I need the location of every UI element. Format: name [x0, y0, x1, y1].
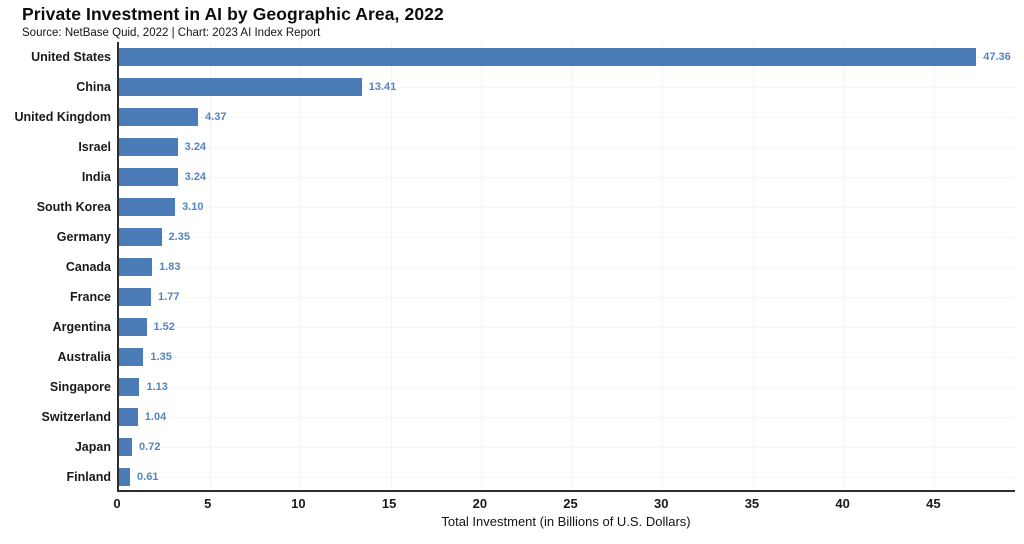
gridline-x-15 [390, 42, 392, 490]
bar-value-label: 0.72 [139, 441, 161, 453]
row-gridline [119, 267, 1015, 268]
plot-area: United States 47.36 China 13.41 United K… [14, 42, 1015, 492]
category-label: Singapore [49, 380, 111, 394]
x-tick-label-0: 0 [113, 496, 121, 511]
category-label: China [76, 80, 111, 94]
category-label: Japan [74, 440, 111, 454]
bar-value-label: 0.61 [137, 471, 159, 483]
chart-title: Private Investment in AI by Geographic A… [22, 4, 444, 24]
bar-value-label: 47.36 [983, 51, 1011, 63]
bar [119, 318, 147, 336]
row-gridline [119, 327, 1015, 328]
bar [119, 78, 362, 96]
gridline-x-45 [933, 42, 935, 490]
category-label: South Korea [36, 200, 111, 214]
bar [119, 288, 152, 306]
row-gridline [119, 477, 1015, 478]
gridline-x-30 [662, 42, 664, 490]
x-tick-label-40: 40 [835, 496, 850, 511]
row-gridline [119, 297, 1015, 298]
bar-row: Switzerland 1.04 [42, 402, 1015, 432]
bar-value-label: 1.13 [146, 381, 168, 393]
x-axis-title: Total Investment (in Billions of U.S. Do… [441, 514, 691, 529]
bar-row: Japan 0.72 [75, 432, 1015, 462]
gridline-x-40 [843, 42, 845, 490]
row-gridline [119, 177, 1015, 178]
bar-value-label: 3.24 [184, 141, 207, 153]
category-label: United Kingdom [14, 110, 111, 124]
bar-value-label: 1.77 [158, 291, 180, 303]
row-gridline [119, 447, 1015, 448]
row-gridline [119, 237, 1015, 238]
bar-value-label: 1.83 [159, 261, 181, 273]
bar [119, 468, 131, 486]
bar-value-label: 1.35 [150, 351, 172, 363]
category-label: Israel [78, 140, 111, 154]
bar-row: Israel 3.24 [78, 132, 1015, 162]
bar [119, 48, 977, 66]
row-gridline [119, 387, 1015, 388]
bar-row: France 1.77 [70, 282, 1015, 312]
category-label: United States [31, 50, 111, 64]
bar [119, 228, 162, 246]
bar [119, 138, 178, 156]
bar-row: Australia 1.35 [58, 342, 1015, 372]
bar-value-label: 2.35 [168, 231, 190, 243]
row-gridline [119, 417, 1015, 418]
bar [119, 168, 178, 186]
x-tick-label-25: 25 [563, 496, 578, 511]
bar-row: United States 47.36 [31, 42, 1015, 72]
chart-source-caption: Source: NetBase Quid, 2022 | Chart: 2023… [22, 27, 321, 39]
row-gridline [119, 87, 1015, 88]
x-tick-label-10: 10 [291, 496, 306, 511]
category-label: Germany [56, 230, 111, 244]
row-gridline [119, 147, 1015, 148]
bar-value-label: 4.37 [205, 111, 227, 123]
x-tick-label-30: 30 [654, 496, 669, 511]
bar [119, 108, 199, 126]
x-tick-label-45: 45 [926, 496, 941, 511]
bar-value-label: 1.04 [144, 411, 167, 423]
x-tick-label-35: 35 [744, 496, 760, 511]
x-tick-label-20: 20 [472, 496, 488, 511]
bar-row: Argentina 1.52 [53, 312, 1015, 342]
category-label: India [81, 170, 111, 184]
bar-value-label: 1.52 [153, 321, 175, 333]
bar [119, 378, 140, 396]
gridline-x-5 [209, 42, 211, 490]
bar-value-label: 13.41 [368, 81, 397, 93]
bar-value-label: 3.10 [182, 201, 204, 213]
bar-row: Finland 0.61 [67, 462, 1015, 492]
bar [119, 438, 133, 456]
gridline-x-25 [571, 42, 573, 490]
category-label: Finland [66, 470, 111, 484]
category-label: Australia [57, 350, 112, 364]
x-axis-ticks: 0 5 10 15 20 25 30 35 40 45 [113, 496, 1015, 512]
category-label: Argentina [52, 320, 111, 334]
bar-row: Canada 1.83 [66, 252, 1015, 282]
row-gridline [119, 117, 1015, 118]
category-label: France [70, 290, 111, 304]
bar-row: India 3.24 [82, 162, 1015, 192]
bar-row: China 13.41 [76, 72, 1015, 102]
category-label: Switzerland [41, 410, 111, 424]
bar-row: South Korea 3.10 [37, 192, 1015, 222]
bar [119, 348, 144, 366]
row-gridline [119, 357, 1015, 358]
bar [119, 258, 153, 276]
bar-value-label: 3.24 [184, 171, 207, 183]
x-tick-label-15: 15 [381, 496, 397, 511]
gridline-x-35 [752, 42, 754, 490]
row-gridline [119, 207, 1015, 208]
bar [119, 198, 176, 216]
gridline-x-20 [481, 42, 483, 490]
gridline-x-10 [300, 42, 301, 490]
bar-row: Singapore 1.13 [50, 372, 1015, 402]
category-label: Canada [65, 260, 111, 274]
bar [119, 408, 138, 426]
x-tick-label-5: 5 [204, 496, 212, 511]
bar-row: United Kingdom 4.37 [14, 102, 1015, 132]
bar-row: Germany 2.35 [57, 222, 1015, 252]
